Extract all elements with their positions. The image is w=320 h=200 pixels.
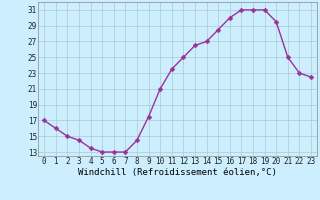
X-axis label: Windchill (Refroidissement éolien,°C): Windchill (Refroidissement éolien,°C) (78, 168, 277, 177)
